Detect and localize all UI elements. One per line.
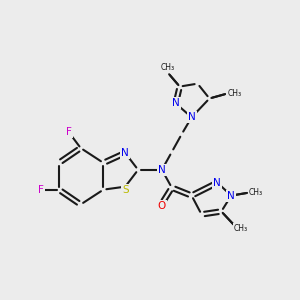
Text: F: F <box>38 184 44 195</box>
Text: CH₃: CH₃ <box>227 89 241 98</box>
Text: CH₃: CH₃ <box>161 63 175 72</box>
Text: N: N <box>188 112 196 122</box>
Text: N: N <box>158 165 166 175</box>
Text: N: N <box>214 178 221 188</box>
Text: N: N <box>227 190 235 201</box>
Text: N: N <box>172 98 180 108</box>
Text: CH₃: CH₃ <box>234 224 248 233</box>
Text: F: F <box>66 127 72 137</box>
Text: CH₃: CH₃ <box>249 188 263 197</box>
Text: S: S <box>122 184 128 195</box>
Text: N: N <box>122 148 129 158</box>
Text: O: O <box>158 202 166 212</box>
